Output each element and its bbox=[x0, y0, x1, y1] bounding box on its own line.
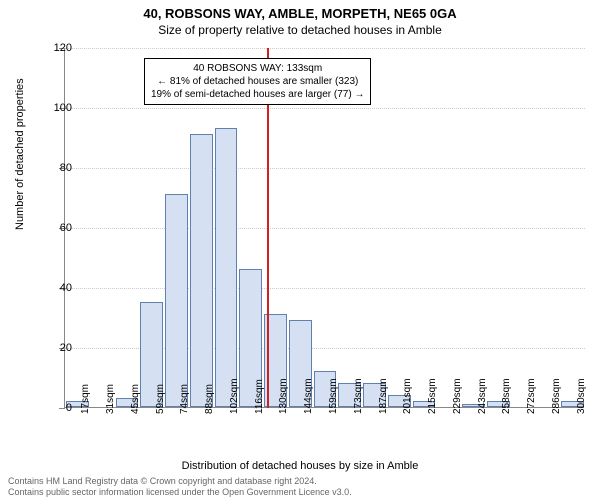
footer-line1: Contains HM Land Registry data © Crown c… bbox=[8, 476, 352, 487]
annotation-line2: ← 81% of detached houses are smaller (32… bbox=[151, 75, 364, 88]
x-tick-label: 215sqm bbox=[427, 378, 438, 414]
x-tick-label: 88sqm bbox=[204, 384, 215, 414]
x-tick-label: 144sqm bbox=[303, 378, 314, 414]
annotation-line1: 40 ROBSONS WAY: 133sqm bbox=[151, 62, 364, 75]
x-tick-label: 116sqm bbox=[254, 379, 265, 414]
annotation-box: 40 ROBSONS WAY: 133sqm← 81% of detached … bbox=[144, 58, 371, 105]
y-tick-label: 20 bbox=[42, 342, 72, 354]
chart-title-sub: Size of property relative to detached ho… bbox=[0, 21, 600, 37]
gridline bbox=[65, 168, 585, 169]
x-tick-label: 102sqm bbox=[229, 378, 240, 414]
y-axis-label: Number of detached properties bbox=[14, 78, 26, 230]
x-tick-label: 201sqm bbox=[402, 378, 413, 414]
x-tick-label: 229sqm bbox=[452, 378, 463, 414]
x-tick-label: 59sqm bbox=[155, 384, 166, 414]
histogram-bar bbox=[215, 128, 238, 407]
x-tick-label: 258sqm bbox=[501, 378, 512, 414]
x-tick-label: 272sqm bbox=[526, 378, 537, 414]
y-tick-label: 120 bbox=[42, 42, 72, 54]
x-tick-label: 31sqm bbox=[105, 384, 116, 414]
footer-attribution: Contains HM Land Registry data © Crown c… bbox=[8, 476, 352, 498]
x-tick-label: 74sqm bbox=[179, 384, 190, 414]
gridline bbox=[65, 228, 585, 229]
x-tick-label: 173sqm bbox=[353, 378, 364, 414]
y-tick-label: 60 bbox=[42, 222, 72, 234]
x-tick-label: 187sqm bbox=[378, 378, 389, 414]
gridline bbox=[65, 108, 585, 109]
x-axis-label: Distribution of detached houses by size … bbox=[0, 460, 600, 472]
x-tick-label: 300sqm bbox=[576, 378, 587, 414]
y-tick-label: 80 bbox=[42, 162, 72, 174]
x-tick-label: 159sqm bbox=[328, 378, 339, 414]
y-tick-label: 100 bbox=[42, 102, 72, 114]
gridline bbox=[65, 48, 585, 49]
y-tick-label: 40 bbox=[42, 282, 72, 294]
x-tick-label: 130sqm bbox=[278, 378, 289, 414]
gridline bbox=[65, 288, 585, 289]
histogram-bar bbox=[190, 134, 213, 407]
annotation-line3: 19% of semi-detached houses are larger (… bbox=[151, 88, 364, 101]
chart-title-main: 40, ROBSONS WAY, AMBLE, MORPETH, NE65 0G… bbox=[0, 0, 600, 21]
histogram-bar bbox=[165, 194, 188, 407]
x-tick-label: 17sqm bbox=[80, 384, 91, 414]
x-tick-label: 45sqm bbox=[130, 384, 141, 414]
footer-line2: Contains public sector information licen… bbox=[8, 487, 352, 498]
x-tick-label: 286sqm bbox=[551, 378, 562, 414]
x-tick-label: 243sqm bbox=[477, 378, 488, 414]
y-tick-label: 0 bbox=[42, 402, 72, 414]
